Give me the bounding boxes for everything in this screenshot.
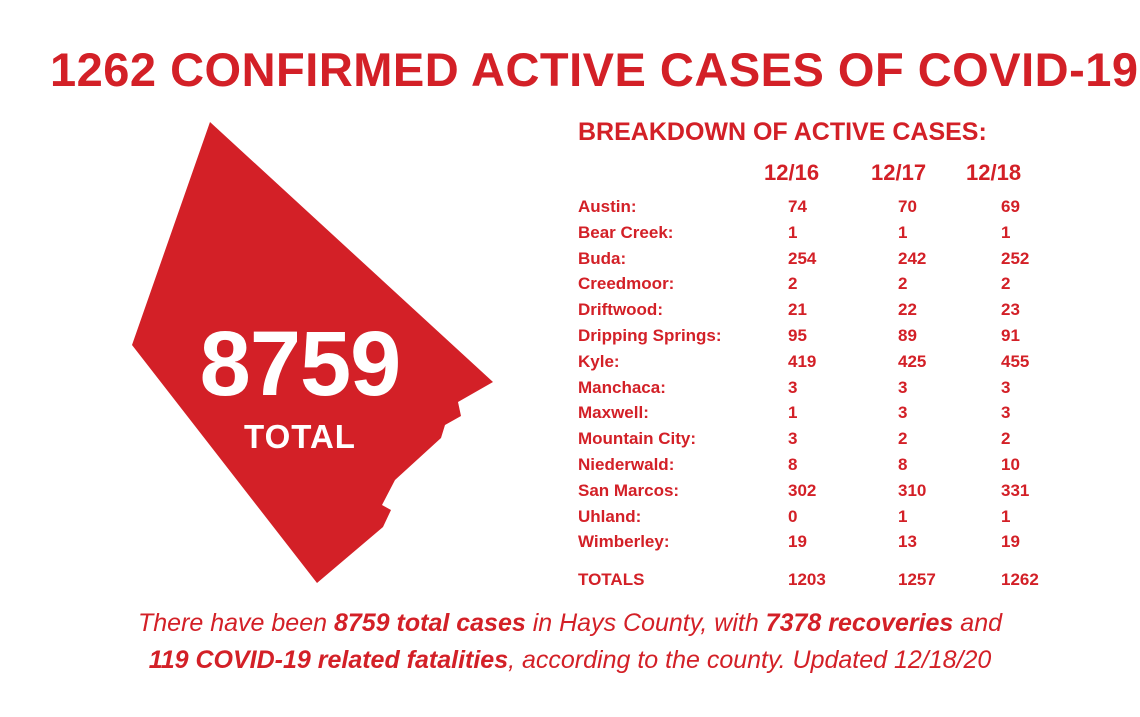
city-name: Austin: <box>578 197 637 216</box>
case-count: 91 <box>1001 325 1020 345</box>
table-row: Maxwell: 1 3 3 <box>578 400 1048 426</box>
total-cases-number: 8759 <box>199 313 402 415</box>
table-row: Driftwood: 21 22 23 <box>578 297 1048 323</box>
case-count: 21 <box>788 300 807 320</box>
case-count: 455 <box>1001 351 1030 371</box>
case-count: 331 <box>1001 480 1030 500</box>
case-count: 2 <box>1001 429 1011 449</box>
case-count: 8 <box>788 454 798 474</box>
case-count: 19 <box>1001 532 1020 552</box>
case-count: 2 <box>788 274 798 294</box>
breakdown-table: 12/16 12/17 12/18 Austin: 74 70 69 Bear … <box>578 155 1048 593</box>
case-count: 19 <box>788 532 807 552</box>
case-count: 13 <box>898 532 917 552</box>
case-count: 10 <box>1001 454 1020 474</box>
breakdown-title: BREAKDOWN OF ACTIVE CASES: <box>578 118 987 146</box>
footer-fatalities: 119 COVID-19 related fatalities <box>148 646 509 674</box>
table-row: Uhland: 0 1 1 <box>578 504 1048 530</box>
city-name: Maxwell: <box>578 403 649 423</box>
table-row: San Marcos: 302 310 331 <box>578 478 1048 504</box>
case-count: 302 <box>788 480 817 500</box>
footer-summary: There have been 8759 total cases in Hays… <box>0 605 1140 679</box>
city-name: Uhland: <box>578 506 642 526</box>
footer-text: There have been <box>137 609 334 637</box>
date-header: 12/17 <box>871 160 927 185</box>
table-row: Niederwald: 8 8 10 <box>578 452 1048 478</box>
case-count: 310 <box>898 480 927 500</box>
case-count: 3 <box>788 377 798 397</box>
case-count: 3 <box>788 429 798 449</box>
case-count: 70 <box>898 197 917 216</box>
date-header: 12/18 <box>966 160 1022 185</box>
case-count: 2 <box>898 429 908 449</box>
city-name: Buda: <box>578 248 627 268</box>
table-row: Buda: 254 242 252 <box>578 246 1048 272</box>
footer-text: and <box>953 609 1003 637</box>
total-count: 1203 <box>788 570 826 590</box>
case-count: 3 <box>898 377 908 397</box>
table-row: Dripping Springs: 95 89 91 <box>578 323 1048 349</box>
table-row: Bear Creek: 1 1 1 <box>578 220 1048 246</box>
case-count: 1 <box>1001 506 1011 526</box>
footer-text: , according to the county. Updated 12/18… <box>508 646 992 674</box>
case-count: 3 <box>898 403 908 423</box>
case-count: 3 <box>1001 377 1011 397</box>
case-count: 1 <box>788 222 798 242</box>
case-count: 419 <box>788 351 817 371</box>
city-name: Bear Creek: <box>578 222 674 242</box>
total-label: TOTAL <box>244 418 356 455</box>
case-count: 74 <box>788 197 807 216</box>
case-count: 1 <box>898 222 908 242</box>
footer-recoveries: 7378 recoveries <box>765 609 954 637</box>
city-name: Manchaca: <box>578 377 666 397</box>
county-shape <box>132 122 493 583</box>
totals-label: TOTALS <box>578 570 645 590</box>
case-count: 22 <box>898 300 917 320</box>
table-row: Mountain City: 3 2 2 <box>578 426 1048 452</box>
city-name: Wimberley: <box>578 532 670 552</box>
case-count: 23 <box>1001 300 1020 320</box>
totals-row: TOTALS 1203 1257 1262 <box>578 567 1048 593</box>
city-name: Kyle: <box>578 351 620 371</box>
table-row: Austin: 74 70 69 <box>578 194 1048 220</box>
table-row: Wimberley: 19 13 19 <box>578 529 1048 555</box>
table-row: Creedmoor: 2 2 2 <box>578 271 1048 297</box>
city-name: San Marcos: <box>578 480 680 500</box>
city-name: Driftwood: <box>578 300 663 320</box>
case-count: 1 <box>1001 222 1011 242</box>
case-count: 252 <box>1001 248 1030 268</box>
case-count: 69 <box>1001 197 1020 216</box>
date-header: 12/16 <box>764 160 820 185</box>
case-count: 8 <box>898 454 908 474</box>
city-name: Dripping Springs: <box>578 325 722 345</box>
table-row: Manchaca: 3 3 3 <box>578 375 1048 401</box>
case-count: 0 <box>788 506 798 526</box>
table-row: Kyle: 419 425 455 <box>578 349 1048 375</box>
date-header-row: 12/16 12/17 12/18 <box>578 155 1048 191</box>
case-count: 425 <box>898 351 927 371</box>
total-count: 1257 <box>898 570 936 590</box>
case-count: 1 <box>898 506 908 526</box>
case-count: 3 <box>1001 403 1011 423</box>
case-count: 95 <box>788 325 807 345</box>
case-count: 2 <box>898 274 908 294</box>
case-count: 254 <box>788 248 817 268</box>
case-count: 89 <box>898 325 917 345</box>
case-count: 2 <box>1001 274 1011 294</box>
total-count: 1262 <box>1001 570 1039 590</box>
city-name: Mountain City: <box>578 429 697 449</box>
footer-total-cases: 8759 total cases <box>333 609 526 637</box>
city-name: Creedmoor: <box>578 274 675 294</box>
case-count: 1 <box>788 403 798 423</box>
city-name: Niederwald: <box>578 454 675 474</box>
case-count: 242 <box>898 248 927 268</box>
footer-text: in Hays County, with <box>525 609 766 637</box>
headline: 1262 CONFIRMED ACTIVE CASES OF COVID-19 <box>50 43 1139 96</box>
